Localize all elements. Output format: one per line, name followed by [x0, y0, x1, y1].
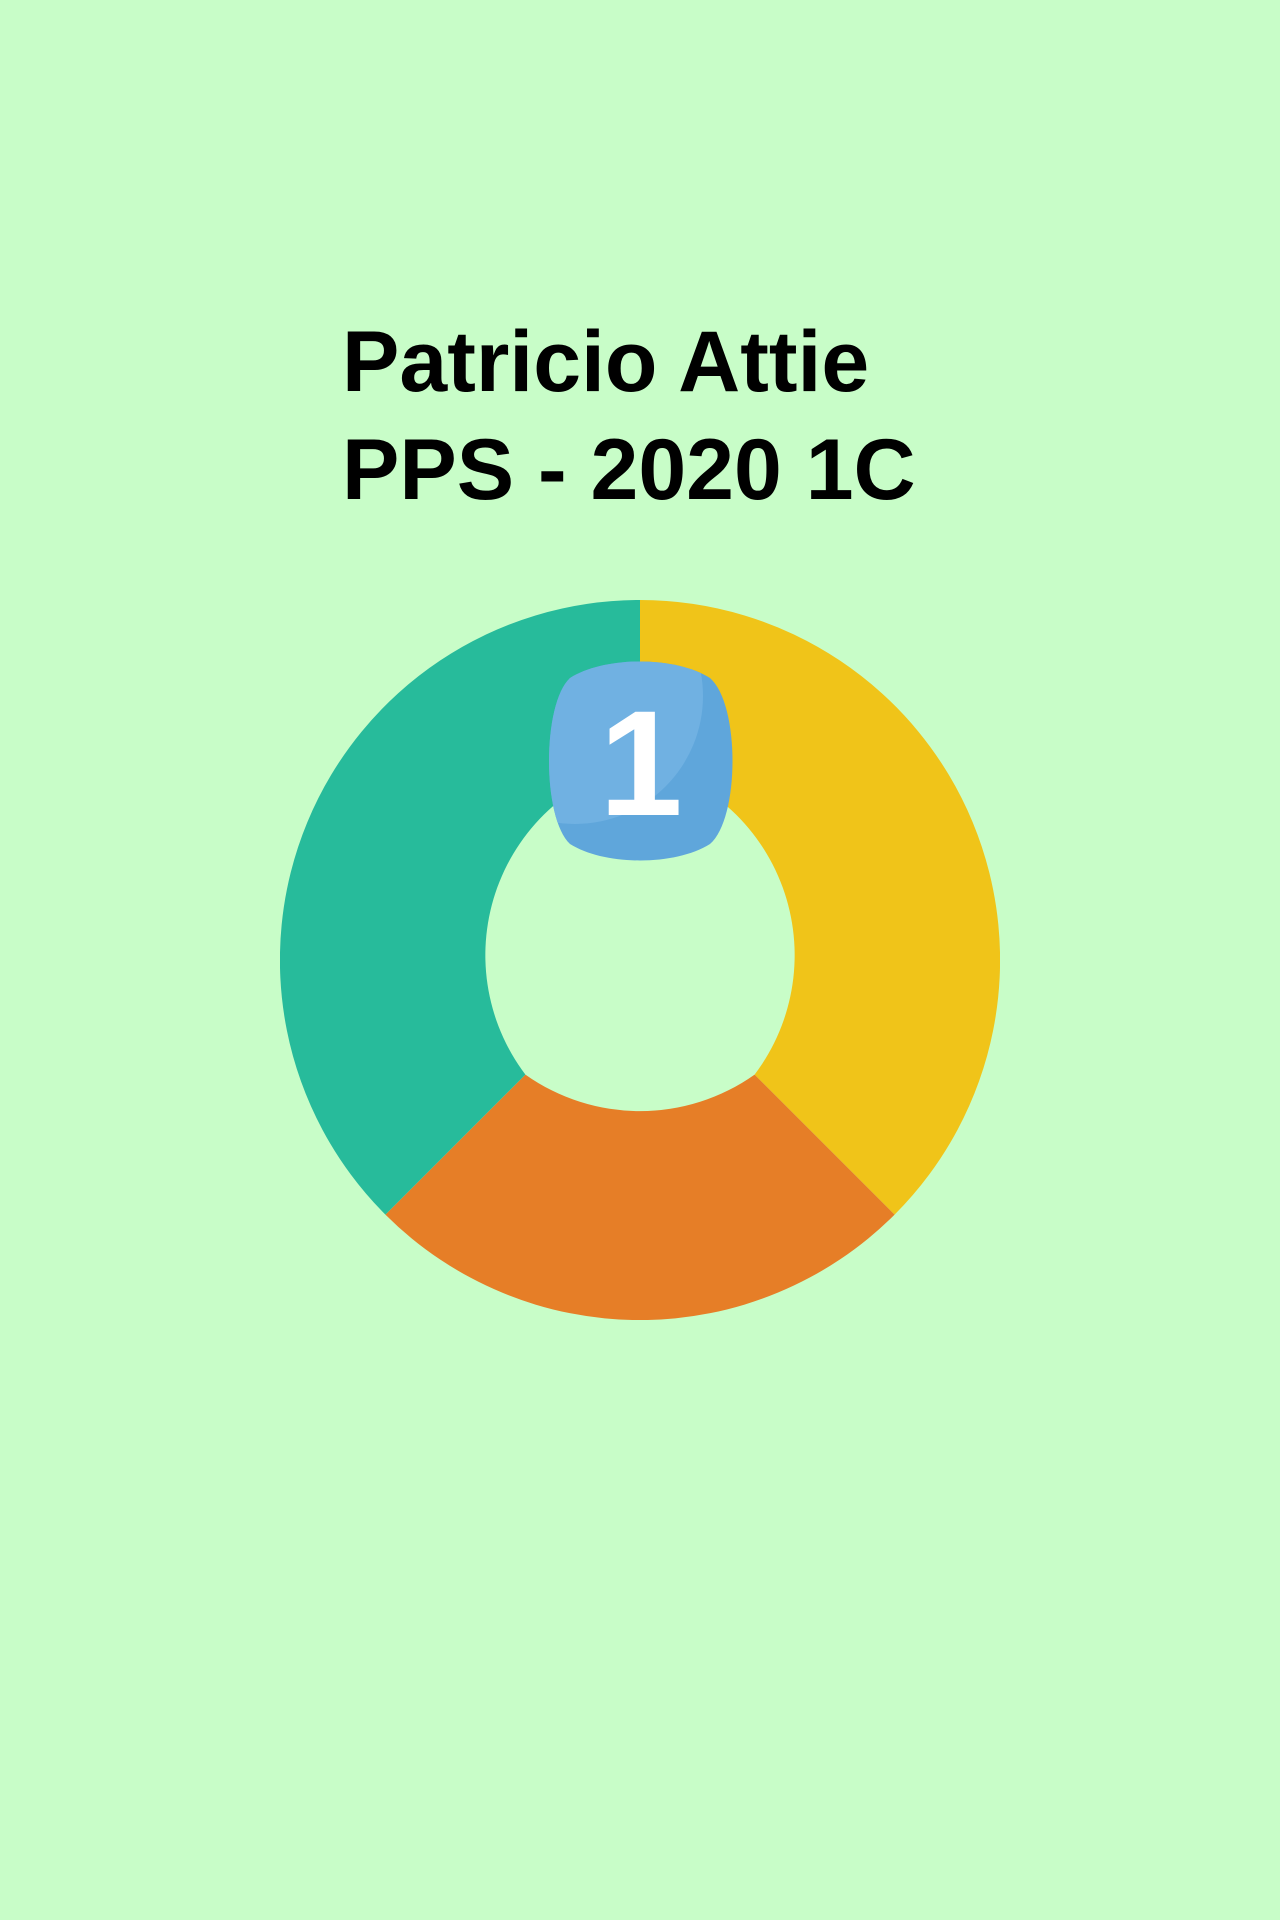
app-logo: 1	[280, 600, 1000, 1320]
course-label: PPS - 2020 1C	[342, 422, 916, 518]
badge-number: 1	[599, 679, 682, 847]
ring-segment-orange	[385, 1074, 895, 1320]
number-one-badge-icon: 1	[549, 661, 733, 861]
donut-ring-icon: 1	[280, 600, 1000, 1320]
splash-title: Patricio Attie PPS - 2020 1C	[342, 308, 1042, 524]
badge-highlight	[549, 661, 703, 824]
author-name: Patricio Attie	[342, 314, 870, 410]
